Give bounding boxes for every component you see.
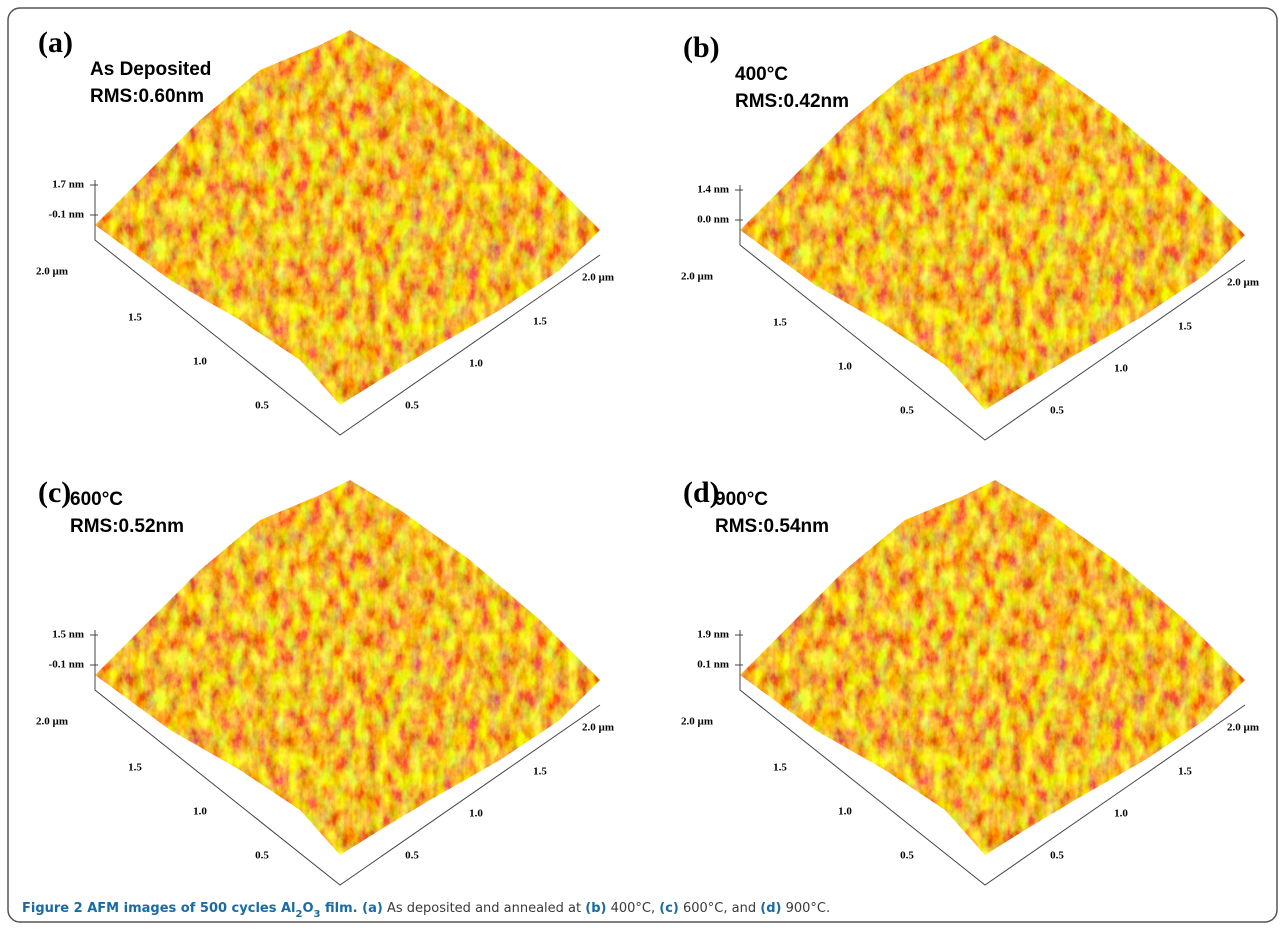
axis-label: 2.0 µm	[582, 272, 614, 284]
caption-run: Figure 2 AFM images of 500 cycles Al	[22, 901, 296, 916]
axis-label: 2.0 µm	[1227, 277, 1259, 289]
caption-run: film.	[321, 901, 358, 916]
condition: 400°C	[735, 64, 788, 85]
axis-label: 2.0 µm	[36, 266, 68, 278]
axis-label: 1.0	[1114, 808, 1128, 820]
afm-surface	[90, 25, 610, 415]
axis-label: 2.0 µm	[681, 271, 713, 283]
caption-run: 2	[296, 909, 303, 920]
condition: 600°C	[70, 489, 123, 510]
axis-label: 1.5	[533, 766, 547, 778]
caption-run: 400°C,	[606, 901, 659, 916]
axis-label: 0.5	[405, 850, 419, 862]
afm-surface	[735, 30, 1255, 420]
axis-label: 0.5	[255, 850, 269, 862]
axis-label: 0.5	[1050, 850, 1064, 862]
caption-run: 600°C, and	[679, 901, 760, 916]
axis-label: 1.0	[193, 806, 207, 818]
z-tick-label: 0.0 nm	[697, 214, 729, 226]
axis-label: 1.0	[838, 361, 852, 373]
caption: Figure 2 AFM images of 500 cycles Al2O3 …	[22, 901, 830, 920]
caption-run: (a)	[358, 901, 383, 916]
z-tick-label: 1.5 nm	[52, 629, 84, 641]
axis-label: 2.0 µm	[582, 722, 614, 734]
axis-label: 0.5	[900, 850, 914, 862]
axis-label: 1.5	[773, 317, 787, 329]
axis-label: 1.5	[1178, 766, 1192, 778]
axis-label: 1.5	[533, 316, 547, 328]
condition: 900°C	[715, 489, 768, 510]
rms: RMS:0.60nm	[90, 86, 204, 107]
caption-run: As deposited and annealed at	[383, 901, 585, 916]
z-tick-label: 0.1 nm	[697, 659, 729, 671]
caption-run: (d)	[760, 901, 781, 916]
axis-label: 0.5	[1050, 405, 1064, 417]
axis-label: 2.0 µm	[36, 716, 68, 728]
condition: As Deposited	[90, 59, 211, 80]
rms: RMS:0.54nm	[715, 516, 829, 537]
axis-label: 1.0	[1114, 363, 1128, 375]
caption-run: (c)	[659, 901, 679, 916]
z-tick-label: -0.1 nm	[49, 209, 84, 221]
z-tick-label: 1.9 nm	[697, 629, 729, 641]
z-tick-label: 1.7 nm	[52, 179, 84, 191]
panel: 1.7 nm -0.1 nm 2.0 µm 1.5 1.0 0.5 2.0 µm 1.5 1.0…	[36, 25, 614, 435]
rms: RMS:0.42nm	[735, 91, 849, 112]
caption-run: (b)	[585, 901, 606, 916]
caption-run: 900°C.	[781, 901, 830, 916]
axis-label: 1.0	[469, 808, 483, 820]
panel: 1.9 nm 0.1 nm 2.0 µm 1.5 1.0 0.5 2.0 µm 1.5 1.0 0…	[681, 475, 1259, 885]
caption-run: 3	[314, 909, 321, 920]
axis-label: 1.0	[193, 356, 207, 368]
axis-label: 2.0 µm	[681, 716, 713, 728]
caption-run: O	[302, 901, 313, 916]
axis-label: 1.5	[773, 762, 787, 774]
axis-label: 0.5	[900, 405, 914, 417]
axis-label: 2.0 µm	[1227, 722, 1259, 734]
axis-label: 1.5	[1178, 321, 1192, 333]
axis-label: 0.5	[405, 400, 419, 412]
axis-label: 1.0	[469, 358, 483, 370]
panel: 1.5 nm -0.1 nm 2.0 µm 1.5 1.0 0.5 2.0 µm 1.5 1.0…	[36, 475, 614, 885]
axis-label: 0.5	[255, 400, 269, 412]
panel-label: (a)	[38, 26, 73, 59]
rms: RMS:0.52nm	[70, 516, 184, 537]
axis-label: 1.0	[838, 806, 852, 818]
panel: 1.4 nm 0.0 nm 2.0 µm 1.5 1.0 0.5 2.0 µm 1.5 1.0 0…	[681, 30, 1259, 440]
panel-label: (b)	[683, 31, 720, 64]
figure: Figure 2 AFM images of 500 cycles Al2O3 …	[0, 0, 1285, 930]
axis-label: 1.5	[128, 312, 142, 324]
z-tick-label: -0.1 nm	[49, 659, 84, 671]
panel-label: (c)	[38, 476, 71, 509]
z-tick-label: 1.4 nm	[697, 184, 729, 196]
axis-label: 1.5	[128, 762, 142, 774]
